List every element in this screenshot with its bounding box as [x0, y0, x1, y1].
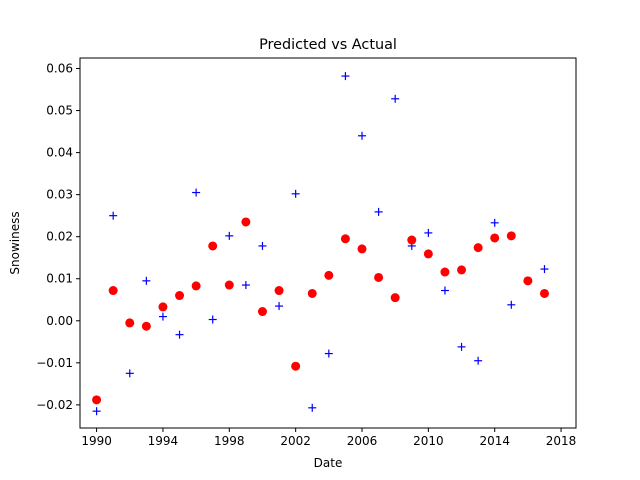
predicted-point [92, 395, 102, 405]
predicted-point [457, 265, 467, 275]
x-tick-label: 2014 [479, 434, 510, 448]
actual-point [291, 189, 300, 198]
actual-point [507, 300, 516, 309]
predicted-point [407, 235, 417, 245]
predicted-point [125, 318, 135, 328]
actual-point [308, 403, 317, 412]
actual-point [142, 276, 151, 285]
predicted-point [158, 302, 168, 312]
predicted-point [241, 217, 251, 227]
x-tick-label: 2006 [347, 434, 378, 448]
actual-point [258, 241, 267, 250]
actual-point [474, 356, 483, 365]
plot-area [79, 57, 577, 429]
actual-point [158, 312, 167, 321]
y-tick-label: 0.00 [46, 314, 73, 328]
actual-point [241, 281, 250, 290]
predicted-point [141, 321, 151, 331]
predicted-point [191, 281, 201, 291]
predicted-point [224, 280, 234, 290]
predicted-point [440, 267, 450, 277]
y-tick-label: 0.01 [46, 272, 73, 286]
predicted-point [340, 234, 350, 244]
y-tick-label: −0.02 [36, 398, 73, 412]
y-axis-ticks: −0.02 −0.01 0.00 0.01 0.02 0.03 0.04 0.05 0.06 [36, 62, 80, 412]
predicted-point [175, 291, 185, 301]
y-tick-label: 0.06 [46, 62, 73, 76]
y-tick-label: 0.04 [46, 146, 73, 160]
actual-point [391, 94, 400, 103]
x-tick-label: 2002 [280, 434, 311, 448]
predicted-point [291, 361, 301, 371]
data-marks [92, 72, 549, 416]
x-tick-label: 1990 [81, 434, 112, 448]
actual-point [490, 218, 499, 227]
predicted-point [390, 293, 400, 303]
predicted-point [108, 286, 118, 296]
actual-point [324, 349, 333, 358]
y-axis-label: Snowiness [8, 211, 22, 274]
predicted-point [473, 243, 483, 253]
predicted-point [490, 233, 500, 243]
x-tick-label: 1994 [148, 434, 179, 448]
predicted-point [374, 272, 384, 282]
actual-point [109, 211, 118, 220]
actual-point [341, 72, 350, 81]
actual-point [275, 302, 284, 311]
x-tick-label: 1998 [214, 434, 245, 448]
actual-point [540, 265, 549, 274]
actual-point [374, 207, 383, 216]
y-tick-label: 0.05 [46, 104, 73, 118]
predicted-point [274, 286, 284, 296]
actual-point [225, 231, 234, 240]
x-tick-label: 2010 [413, 434, 444, 448]
predicted-point [257, 307, 267, 317]
predicted-point [208, 241, 218, 251]
actual-point [440, 286, 449, 295]
predicted-point [506, 231, 516, 241]
actual-point [192, 188, 201, 197]
y-tick-label: 0.02 [46, 230, 73, 244]
predicted-point [423, 249, 433, 259]
actual-point [125, 369, 134, 378]
y-tick-label: 0.03 [46, 188, 73, 202]
x-axis-label: Date [314, 456, 343, 470]
y-tick-label: −0.01 [36, 356, 73, 370]
actual-point [424, 228, 433, 237]
actual-point [208, 315, 217, 324]
actual-point [92, 407, 101, 416]
predicted-point [307, 288, 317, 298]
x-tick-label: 2018 [546, 434, 577, 448]
actual-point [358, 131, 367, 140]
actual-point [175, 330, 184, 339]
actual-point [457, 342, 466, 351]
x-axis-ticks: 1990 1994 1998 2002 2006 2010 2014 2018 [81, 428, 576, 448]
predicted-point [357, 244, 367, 254]
chart-title: Predicted vs Actual [259, 37, 397, 53]
predicted-point [539, 288, 549, 298]
predicted-point [523, 276, 533, 286]
predicted-point [324, 270, 334, 280]
